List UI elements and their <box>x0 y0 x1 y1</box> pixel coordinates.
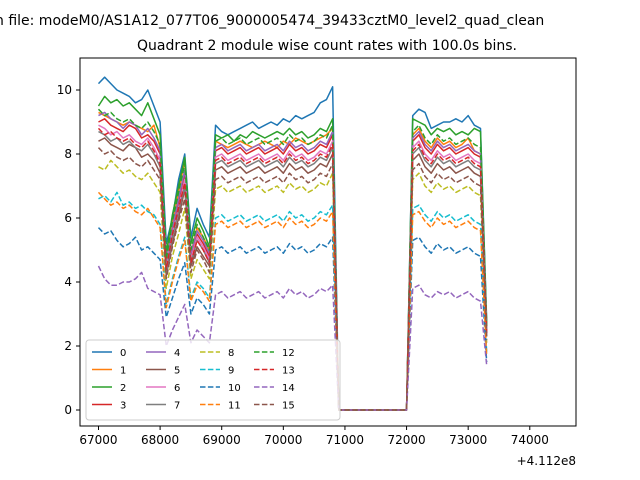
series-line-11 <box>97 191 488 411</box>
plot-frame <box>79 57 577 427</box>
legend-label-6: 6 <box>174 383 180 394</box>
legend-label-4: 4 <box>174 348 180 359</box>
y-tick-label: 4 <box>64 275 72 289</box>
y-axis: 0 2 4 6 8 10 <box>57 83 80 417</box>
legend-label-8: 8 <box>228 348 234 359</box>
legend-label-7: 7 <box>174 401 180 412</box>
x-tick-label: 71000 <box>326 433 364 447</box>
y-tick-label: 8 <box>64 147 72 161</box>
legend-label-9: 9 <box>228 366 234 377</box>
legend-label-11: 11 <box>228 401 241 412</box>
series-line-9 <box>98 191 488 411</box>
series-line-12 <box>97 108 488 411</box>
y-tick-label: 10 <box>57 83 72 97</box>
x-tick-label: 68000 <box>141 433 179 447</box>
x-tick-label: 70000 <box>264 433 302 447</box>
legend-label-10: 10 <box>228 383 241 394</box>
x-offset-label: +4.112e8 <box>517 454 576 468</box>
series-line-13 <box>97 127 488 411</box>
legend-label-3: 3 <box>120 401 126 412</box>
series-line-15 <box>97 147 488 411</box>
legend-label-13: 13 <box>282 366 295 377</box>
legend-label-0: 0 <box>120 348 126 359</box>
legend-label-14: 14 <box>282 383 295 394</box>
legend-label-15: 15 <box>282 401 295 412</box>
legend-label-5: 5 <box>174 366 180 377</box>
y-tick-label: 0 <box>64 403 72 417</box>
legend-label-1: 1 <box>120 366 126 377</box>
x-axis: 67000 68000 69000 70000 71000 72000 73000 74000 <box>79 426 549 447</box>
chart-title: Quadrant 2 module wise count rates with … <box>137 38 517 54</box>
series-layer <box>97 76 488 411</box>
x-tick-label: 67000 <box>79 433 117 447</box>
x-tick-label: 69000 <box>203 433 241 447</box>
y-tick-label: 2 <box>64 339 72 353</box>
y-tick-label: 6 <box>64 211 72 225</box>
x-tick-label: 74000 <box>511 433 549 447</box>
series-line-10 <box>97 227 488 411</box>
x-tick-label: 72000 <box>387 433 425 447</box>
x-tick-label: 73000 <box>449 433 487 447</box>
legend-label-2: 2 <box>120 383 126 394</box>
legend-box <box>85 339 341 421</box>
series-line-14 <box>97 265 488 411</box>
figure-suptitle: n file: modeM0/AS1A12_077T06_9000005474_… <box>0 13 544 29</box>
legend-label-12: 12 <box>282 348 295 359</box>
